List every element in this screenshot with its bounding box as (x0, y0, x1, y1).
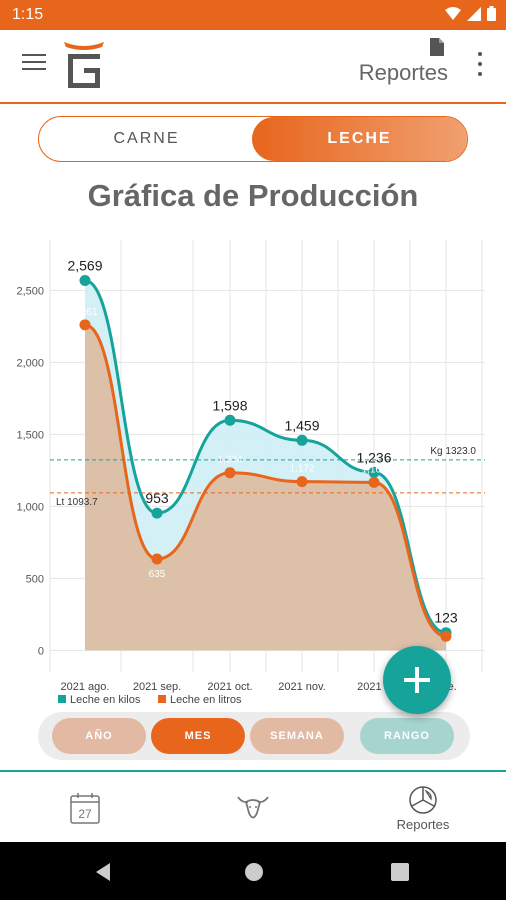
series-area-litros (85, 324, 446, 651)
calendar-day: 27 (78, 807, 92, 821)
y-tick-label: 1,000 (16, 501, 44, 513)
data-point-litros (224, 467, 236, 479)
calendar-icon: 27 (70, 793, 100, 824)
x-tick-label: 2021 oct. (207, 681, 252, 693)
legend-label: Leche en kilos (70, 694, 141, 706)
data-point-kilos (296, 434, 308, 446)
data-label-kilos: 1,236 (356, 449, 391, 465)
app-logo (64, 42, 104, 88)
data-point-kilos (79, 274, 91, 286)
add-button[interactable] (383, 646, 451, 714)
back-icon[interactable] (94, 862, 112, 882)
y-tick-label: 0 (38, 645, 44, 657)
reference-line-label: Kg 1323.0 (430, 446, 476, 457)
y-tick-label: 1,500 (16, 429, 44, 441)
data-label-kilos: 123 (434, 610, 458, 626)
system-navigation-bar (0, 842, 506, 900)
cow-head-icon (237, 796, 269, 819)
wifi-icon (445, 6, 461, 20)
more-options-icon[interactable] (478, 52, 484, 76)
period-year-button[interactable]: AÑO (52, 718, 146, 754)
page-title: Reportes (358, 60, 448, 85)
period-selector: AÑO MES SEMANA RANGO (38, 712, 470, 760)
data-label-kilos: 953 (145, 490, 169, 506)
data-label-litros: 635 (149, 569, 166, 580)
data-point-kilos (368, 466, 380, 478)
plus-icon (404, 667, 430, 693)
data-label-litros: 1,167 (361, 464, 386, 475)
series-line-kilos (84, 278, 447, 635)
legend-label: Leche en litros (170, 694, 242, 706)
data-point-kilos (224, 414, 236, 426)
home-icon[interactable] (244, 862, 264, 882)
data-point-litros (368, 476, 380, 488)
tab-leche[interactable]: LECHE (252, 117, 467, 161)
data-point-litros (79, 319, 91, 331)
data-point-litros (151, 553, 163, 565)
reference-line-label: Lt 1093.7 (56, 497, 98, 508)
status-time: 1:15 (12, 6, 44, 23)
data-label-litros: 1,172 (289, 464, 314, 475)
data-label-kilos: 1,459 (284, 417, 319, 433)
legend-swatch (58, 695, 66, 703)
chart-title: Gráfica de Producción (87, 178, 419, 213)
menu-icon[interactable] (22, 54, 46, 72)
production-chart: 0 500 1,000 1,500 2,000 2,500 Kg 1323.0 Lt 1093… (16, 240, 485, 706)
y-tick-label: 2,000 (16, 357, 44, 369)
x-tick-label: 2021 ago. (61, 681, 110, 693)
document-icon[interactable] (430, 38, 444, 56)
data-label-litros: 1,234 (217, 455, 242, 466)
nav-calendar[interactable]: 27 (55, 772, 115, 844)
y-tick-label: 500 (26, 573, 44, 585)
legend-swatch (158, 695, 166, 703)
data-label-kilos: 2,569 (67, 257, 102, 273)
data-label-litros: 2,261 (72, 307, 97, 318)
status-icons (445, 6, 496, 21)
nav-reports[interactable]: Reportes (380, 772, 466, 844)
series-line-litros (84, 323, 447, 638)
x-tick-label: 2021 sep. (133, 681, 181, 693)
battery-icon (487, 6, 496, 21)
period-month-button[interactable]: MES (151, 718, 245, 754)
x-tick-label: 2021 d (357, 681, 391, 693)
recents-icon[interactable] (391, 863, 409, 881)
product-toggle: CARNE LECHE (38, 116, 468, 162)
period-week-button[interactable]: SEMANA (250, 718, 344, 754)
data-point-litros (440, 630, 452, 642)
data-point-kilos (151, 507, 163, 519)
data-point-litros (296, 476, 308, 488)
nav-herd[interactable] (222, 772, 284, 844)
tab-carne[interactable]: CARNE (113, 130, 180, 147)
y-tick-label: 2,500 (16, 285, 44, 297)
bottom-navigation: 27 Reportes (0, 770, 506, 844)
app-bar: Reportes (0, 30, 506, 104)
status-bar: 1:15 (0, 0, 506, 30)
x-tick-label: 2021 nov. (278, 681, 326, 693)
reports-chart-icon (409, 785, 437, 814)
signal-icon (467, 6, 481, 21)
nav-reports-label: Reportes (396, 816, 450, 832)
data-label-kilos: 1,598 (212, 397, 247, 413)
period-range-button[interactable]: RANGO (360, 718, 454, 754)
